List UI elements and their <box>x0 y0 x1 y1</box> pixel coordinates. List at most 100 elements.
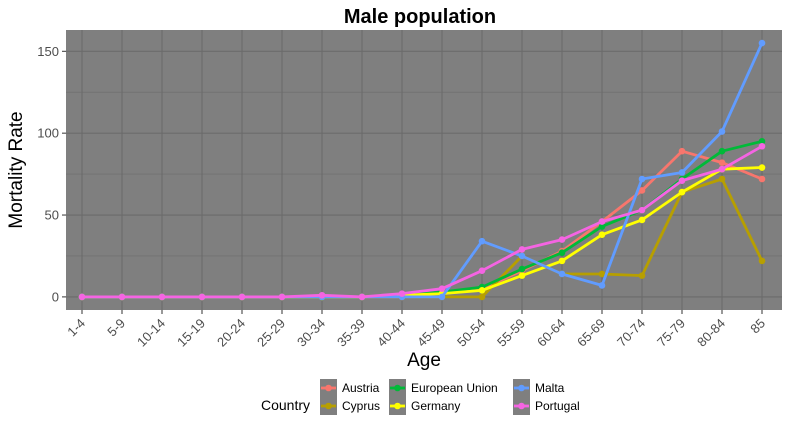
legend-key-point <box>325 402 332 410</box>
data-point <box>278 293 286 301</box>
data-point <box>198 293 206 301</box>
x-tick-label: 65-69 <box>574 316 608 350</box>
legend-key-point <box>394 384 401 392</box>
data-point <box>718 128 726 135</box>
data-point <box>678 147 686 155</box>
data-point <box>478 237 486 245</box>
data-point <box>678 188 686 196</box>
y-tick-label: 0 <box>52 289 59 304</box>
x-tick-label: 20-24 <box>214 316 248 350</box>
data-point <box>758 39 766 47</box>
series-layer <box>78 39 766 301</box>
x-tick-label: 1-4 <box>64 316 88 340</box>
data-point <box>558 236 566 243</box>
x-tick-label: 35-39 <box>334 316 368 350</box>
data-point <box>518 272 526 279</box>
legend-key-point <box>518 384 525 392</box>
legend: Country Austria Cyprus European Union Germa… <box>261 379 580 415</box>
data-point <box>758 164 766 171</box>
data-point <box>398 290 406 297</box>
data-point <box>478 287 486 294</box>
data-point <box>78 293 86 301</box>
y-tick-label: 100 <box>37 126 59 141</box>
x-tick-label: 30-34 <box>294 316 328 350</box>
data-point <box>718 159 726 166</box>
data-point <box>438 293 446 301</box>
x-tick-label: 60-64 <box>534 316 568 350</box>
x-tick-label: 70-74 <box>614 316 648 350</box>
y-axis: 0 50 100 150 <box>37 44 66 304</box>
data-point <box>758 138 766 145</box>
x-axis: 1-4 5-9 10-14 15-19 20-24 25-29 30-34 35-39 40-4… <box>64 310 768 350</box>
data-point <box>758 257 766 265</box>
data-point <box>638 175 646 183</box>
plot-panel <box>66 30 782 310</box>
legend-label: Germany <box>411 399 460 413</box>
data-point <box>758 142 766 150</box>
x-tick-label: 85 <box>747 316 768 337</box>
data-point <box>518 265 526 273</box>
legend-label: European Union <box>411 381 498 395</box>
data-point <box>478 267 486 275</box>
data-point <box>638 206 646 214</box>
data-point <box>638 216 646 224</box>
legend-key-point <box>518 402 525 410</box>
data-point <box>558 249 566 256</box>
series-portugal <box>78 142 766 301</box>
data-point <box>718 165 726 173</box>
legend-label: Portugal <box>535 399 580 413</box>
data-point <box>438 285 446 293</box>
y-axis-title: Mortality Rate <box>6 111 27 228</box>
legend-item-cyprus: Cyprus <box>320 397 380 415</box>
series-line-portugal <box>82 145 763 299</box>
y-tick-label: 50 <box>45 208 59 223</box>
data-point <box>598 218 606 225</box>
legend-item-germany: Germany <box>389 397 460 415</box>
x-tick-label: 45-49 <box>414 316 448 350</box>
data-point <box>638 272 646 279</box>
data-point <box>718 147 726 155</box>
legend-label: Malta <box>535 381 565 395</box>
data-point <box>638 187 646 194</box>
data-point <box>318 291 326 299</box>
x-tick-label: 40-44 <box>374 316 408 350</box>
legend-key-point <box>325 384 332 392</box>
x-tick-label: 15-19 <box>174 316 208 350</box>
x-axis-title: Age <box>407 350 441 371</box>
data-point <box>158 293 166 301</box>
data-point <box>598 223 606 230</box>
legend-item-portugal: Portugal <box>513 397 580 415</box>
x-tick-label: 25-29 <box>254 316 288 350</box>
data-point <box>678 177 686 184</box>
x-tick-label: 5-9 <box>104 316 128 340</box>
legend-label: Austria <box>342 381 380 395</box>
data-point <box>518 246 526 253</box>
data-point <box>358 293 366 301</box>
data-point <box>758 175 766 183</box>
data-point <box>478 293 486 301</box>
legend-item-european-union: European Union <box>389 379 498 397</box>
legend-item-austria: Austria <box>320 379 380 397</box>
data-point <box>238 293 246 301</box>
data-point <box>678 169 686 176</box>
x-tick-label: 10-14 <box>134 316 168 350</box>
y-tick-label: 150 <box>37 44 59 59</box>
x-tick-label: 75-79 <box>654 316 688 350</box>
x-tick-label: 55-59 <box>494 316 528 350</box>
x-tick-label: 80-84 <box>694 316 728 350</box>
data-point <box>518 252 526 260</box>
legend-key-point <box>394 402 401 410</box>
data-point <box>718 175 726 183</box>
legend-item-malta: Malta <box>513 379 565 397</box>
data-point <box>598 231 606 238</box>
data-point <box>558 270 566 278</box>
legend-label: Cyprus <box>342 399 380 413</box>
x-tick-label: 50-54 <box>454 316 488 350</box>
data-point <box>558 257 566 265</box>
chart-title: Male population <box>344 6 496 28</box>
data-point <box>598 282 606 289</box>
data-point <box>598 270 606 278</box>
legend-title: Country <box>261 397 310 413</box>
